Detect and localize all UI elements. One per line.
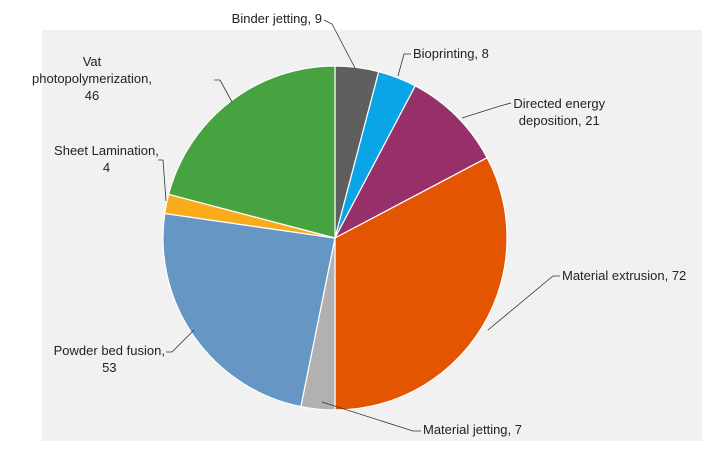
data-label-line: Material jetting, 7: [423, 422, 522, 437]
data-label-vat-photopolymerization: Vat photopolymerization, 46: [32, 54, 152, 103]
data-label-sheet-lamination: Sheet Lamination, 4: [54, 143, 159, 175]
leader-line: [158, 159, 167, 202]
data-label-line: Material extrusion, 72: [562, 268, 686, 283]
pie-slice-powder-bed-fusion: [162, 212, 336, 408]
data-label-bioprinting: Bioprinting, 8: [413, 46, 489, 61]
pie-slice-material-extrusion: [334, 156, 508, 411]
leader-line: [461, 102, 512, 119]
leader-line: [323, 19, 356, 69]
data-label-line: Directed energy: [513, 96, 605, 111]
leader-line: [166, 329, 195, 353]
leader-line: [487, 275, 560, 331]
data-label-line: Vat: [83, 54, 102, 69]
leader-line: [321, 401, 421, 432]
data-label-line: deposition, 21: [519, 113, 600, 128]
data-label-binder-jetting: Binder jetting, 9: [232, 11, 322, 26]
data-label-line: photopolymerization,: [32, 71, 152, 86]
leader-line: [397, 53, 411, 77]
data-label-material-extrusion: Material extrusion, 72: [562, 268, 686, 283]
pie-slice-directed-energy-deposition: [333, 85, 488, 240]
data-label-line: 4: [103, 160, 110, 175]
data-label-line: Bioprinting, 8: [413, 46, 489, 61]
data-label-line: 53: [102, 360, 116, 375]
data-label-line: 46: [85, 88, 99, 103]
data-label-line: Sheet Lamination,: [54, 143, 159, 158]
leader-line: [214, 79, 233, 103]
data-label-powder-bed-fusion: Powder bed fusion, 53: [54, 343, 165, 375]
pie-slice-vat-photopolymerization: [167, 65, 336, 239]
data-label-directed-energy-deposition: Directed energy deposition, 21: [513, 96, 605, 128]
data-label-line: Powder bed fusion,: [54, 343, 165, 358]
data-label-line: Binder jetting, 9: [232, 11, 322, 26]
data-label-material-jetting: Material jetting, 7: [423, 422, 522, 437]
